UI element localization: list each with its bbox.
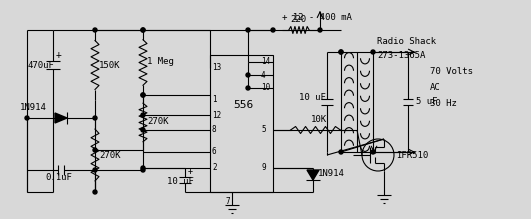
- Text: 1N914: 1N914: [318, 168, 345, 178]
- Circle shape: [93, 168, 97, 172]
- Text: Radio Shack: Radio Shack: [377, 37, 436, 46]
- Circle shape: [93, 28, 97, 32]
- Text: 556: 556: [234, 100, 254, 110]
- Text: 270K: 270K: [99, 150, 121, 159]
- Text: 5 uF: 5 uF: [416, 97, 438, 106]
- Circle shape: [141, 166, 145, 170]
- Circle shape: [93, 148, 97, 152]
- Text: 9: 9: [261, 164, 266, 173]
- Circle shape: [246, 28, 250, 32]
- Text: 10K: 10K: [311, 115, 327, 124]
- Circle shape: [93, 190, 97, 194]
- Circle shape: [339, 50, 343, 54]
- Circle shape: [141, 28, 145, 32]
- Circle shape: [246, 73, 250, 77]
- Circle shape: [339, 50, 343, 54]
- Text: AC: AC: [430, 83, 441, 92]
- Text: 1N914: 1N914: [20, 104, 47, 113]
- Text: 1: 1: [212, 95, 217, 104]
- Circle shape: [93, 116, 97, 120]
- Polygon shape: [55, 113, 67, 123]
- Text: 273-1365A: 273-1365A: [377, 51, 425, 60]
- Circle shape: [339, 150, 343, 154]
- Text: 1 Meg: 1 Meg: [147, 58, 174, 67]
- Bar: [210, 55, 273, 192]
- Circle shape: [141, 93, 145, 97]
- Circle shape: [271, 28, 275, 32]
- Circle shape: [141, 168, 145, 172]
- Circle shape: [141, 93, 145, 97]
- Text: 6: 6: [212, 148, 217, 157]
- Circle shape: [141, 28, 145, 32]
- Text: 5: 5: [261, 125, 266, 134]
- Text: 10 uF: 10 uF: [167, 178, 194, 187]
- Circle shape: [25, 116, 29, 120]
- Circle shape: [371, 150, 375, 154]
- Circle shape: [141, 113, 145, 117]
- Text: 12: 12: [212, 111, 221, 120]
- Text: 470uF: 470uF: [28, 60, 55, 69]
- Text: 7: 7: [225, 198, 229, 207]
- Text: 150K: 150K: [99, 60, 121, 69]
- Circle shape: [318, 28, 322, 32]
- Text: 13: 13: [212, 64, 221, 72]
- Circle shape: [246, 86, 250, 90]
- Text: 70 Volts: 70 Volts: [430, 67, 473, 76]
- Text: 4: 4: [261, 71, 266, 79]
- Circle shape: [141, 128, 145, 132]
- Text: IFR510: IFR510: [396, 150, 428, 159]
- Text: 2: 2: [212, 164, 217, 173]
- Circle shape: [371, 50, 375, 54]
- Text: 270K: 270K: [147, 118, 168, 127]
- Text: 8: 8: [212, 125, 217, 134]
- Text: 30 Hz: 30 Hz: [430, 99, 457, 108]
- Text: 220: 220: [290, 16, 306, 25]
- Text: 0.1uF: 0.1uF: [45, 173, 72, 182]
- Text: 10 uF: 10 uF: [299, 94, 326, 102]
- Text: 14: 14: [261, 58, 270, 67]
- Polygon shape: [307, 170, 319, 180]
- Text: +: +: [188, 166, 193, 175]
- Text: 10: 10: [261, 83, 270, 92]
- Text: +: +: [56, 50, 62, 60]
- Text: + 12 - 400 mA: + 12 - 400 mA: [282, 14, 352, 23]
